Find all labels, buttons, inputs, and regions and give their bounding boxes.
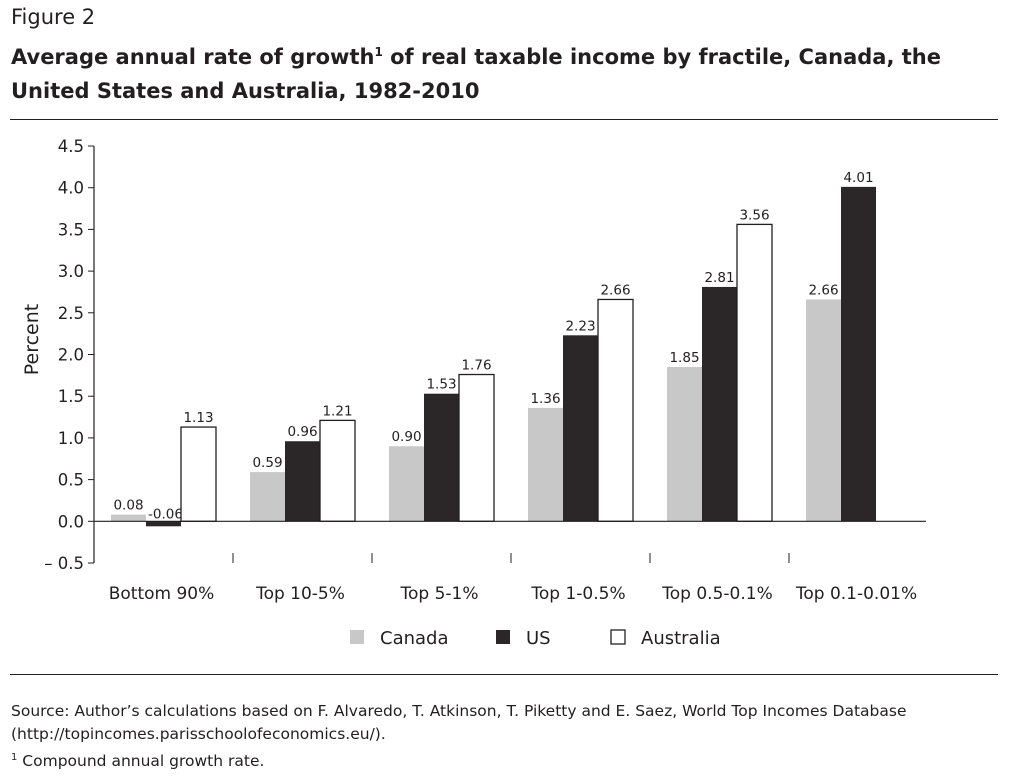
y-tick-label: 2.5: [58, 304, 84, 323]
bar-us: [146, 521, 181, 527]
data-label-australia: 1.21: [322, 403, 352, 419]
x-category-label: Bottom 90%: [109, 584, 215, 604]
source-line-2: (http://topincomes.parisschoolofeconomic…: [11, 725, 386, 743]
source-note: Source: Author’s calculations based on F…: [11, 700, 1011, 773]
bar-canada: [389, 446, 424, 522]
data-label-australia: 3.56: [739, 207, 769, 223]
y-tick-label: 3.5: [58, 220, 84, 239]
data-label-us: 1.53: [426, 377, 456, 393]
legend-label-australia: Australia: [641, 628, 721, 649]
data-label-us: -0.06: [148, 506, 183, 522]
bar-australia: [319, 419, 356, 522]
data-label-us: 2.23: [565, 318, 595, 334]
data-label-canada: 0.59: [252, 455, 282, 471]
x-category-label: Top 0.1-0.01%: [795, 584, 917, 604]
footnote: 1 Compound annual growth rate.: [11, 746, 1011, 773]
figure-label: Figure 2: [11, 5, 96, 29]
bar-canada: [111, 514, 146, 522]
bar-canada: [528, 407, 563, 522]
data-label-us: 0.96: [287, 424, 317, 440]
bar-australia: [458, 373, 495, 522]
data-label-australia: 2.66: [600, 282, 630, 298]
source-line-1: Source: Author’s calculations based on F…: [11, 702, 907, 720]
data-label-us: 2.81: [704, 270, 734, 286]
data-label-canada: 1.85: [669, 350, 699, 366]
bottom-rule: [10, 674, 998, 675]
legend-label-us: US: [526, 628, 551, 649]
y-axis-title: Percent: [21, 304, 43, 376]
bar-australia: [736, 223, 773, 522]
bar-canada: [806, 299, 841, 522]
data-label-canada: 1.36: [530, 391, 560, 407]
bar-chart: 4.5 4.0 3.5 3.0 2.5 2.0 1.5 1.0 0.5 0.0 – 0.5 Perce…: [21, 137, 926, 649]
legend-swatch-australia: [610, 629, 626, 645]
y-tick-label: 0.5: [58, 471, 84, 490]
y-tick-label: 3.0: [58, 262, 84, 281]
data-label-us: 4.01: [843, 170, 873, 186]
bar-us: [702, 286, 737, 522]
title-footnote-marker: 1: [374, 45, 383, 59]
top-rule: [10, 119, 998, 120]
data-label-canada: 2.66: [808, 282, 838, 298]
legend-swatch-canada: [350, 630, 364, 644]
y-tick-label: 1.5: [58, 387, 84, 406]
chart-title: Average annual rate of growth1 of real t…: [11, 40, 1011, 108]
bar-us: [563, 335, 598, 522]
y-tick-label: 2.0: [58, 346, 84, 365]
legend-swatch-us: [496, 630, 510, 644]
bar-canada: [250, 472, 285, 522]
bar-australia: [597, 298, 634, 522]
legend-label-canada: Canada: [380, 628, 449, 649]
x-category-label: Top 5-1%: [399, 584, 478, 604]
y-tick-label: 4.5: [58, 137, 84, 156]
title-text-continued: of real taxable income by fractile, Cana…: [11, 45, 941, 103]
y-tick-label: 0.0: [58, 512, 84, 531]
y-tick-label: 1.0: [58, 429, 84, 448]
x-category-label: Top 0.5-0.1%: [661, 584, 772, 604]
footnote-marker: 1: [11, 752, 18, 763]
x-category-label: Top 1-0.5%: [530, 584, 625, 604]
bar-australia: [180, 426, 217, 522]
bar-us: [841, 186, 876, 522]
x-category-label: Top 10-5%: [255, 584, 345, 604]
y-tick-label: – 0.5: [44, 554, 84, 573]
data-label-australia: 1.13: [183, 410, 213, 426]
bar-canada: [667, 367, 702, 522]
title-text: Average annual rate of growth: [11, 45, 375, 69]
bar-us: [424, 393, 459, 522]
bar-us: [285, 441, 320, 522]
data-label-canada: 0.90: [391, 429, 421, 445]
data-label-canada: 0.08: [113, 498, 143, 514]
y-tick-label: 4.0: [58, 179, 84, 198]
footnote-text: Compound annual growth rate.: [17, 752, 265, 771]
data-label-australia: 1.76: [461, 358, 491, 374]
